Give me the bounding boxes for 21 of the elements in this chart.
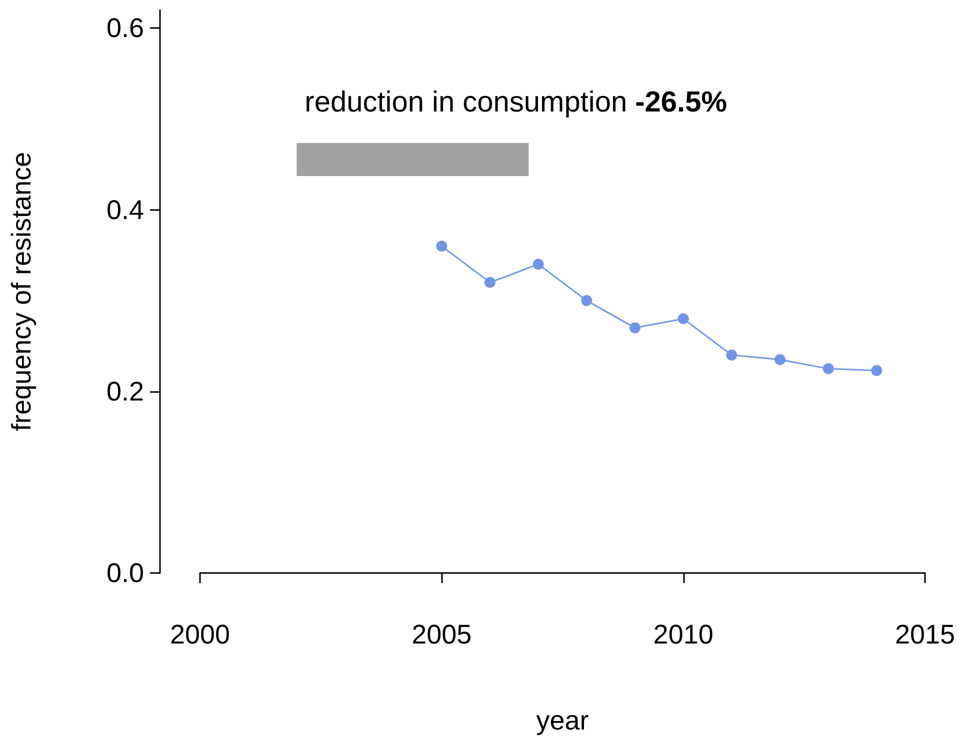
x-tick-label: 2015: [894, 620, 956, 650]
x-axis-title: year: [536, 706, 589, 736]
point: [581, 295, 592, 306]
x-tick-label: 2010: [653, 620, 714, 650]
point: [726, 350, 738, 361]
y-tick-label: 0.0: [106, 558, 144, 588]
y-tick-label: 0.6: [106, 13, 144, 44]
y-tick-label: 0.4: [106, 194, 144, 225]
point: [436, 240, 448, 252]
point: [871, 365, 882, 376]
point: [630, 322, 640, 334]
point: [532, 258, 544, 270]
x-tick-label: 2005: [412, 620, 472, 650]
point: [484, 276, 496, 288]
band-label: reduction in consumption -26.5%: [304, 86, 728, 118]
y-axis-title: frequency of resistance: [6, 152, 36, 432]
point: [774, 354, 786, 366]
y-tick-label: 0.2: [106, 376, 144, 406]
x-tick-label: 2000: [170, 620, 230, 650]
point: [678, 313, 689, 324]
point: [822, 363, 834, 374]
